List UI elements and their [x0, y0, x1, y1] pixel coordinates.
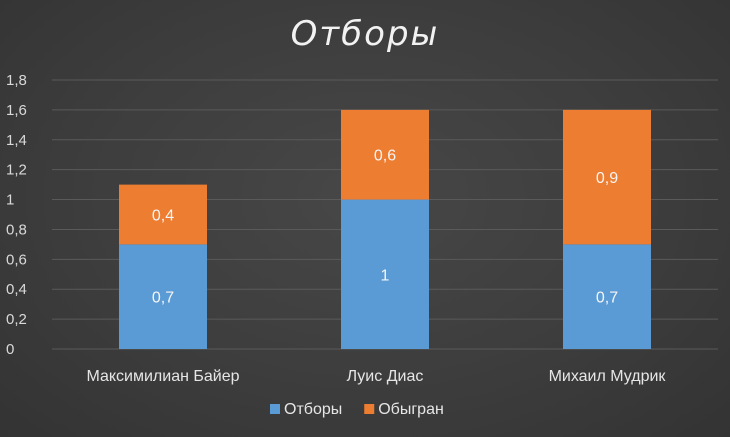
y-tick-label: 1 — [6, 192, 14, 209]
bar — [341, 109, 429, 200]
bar — [119, 184, 207, 245]
bar — [119, 244, 207, 349]
data-label: 0,7 — [596, 290, 618, 307]
bar — [563, 244, 651, 349]
bar — [563, 109, 651, 245]
legend-swatch — [364, 404, 375, 414]
legend-entry: Обыгран — [378, 401, 444, 418]
x-tick-label: Максимилиан Байер — [86, 368, 239, 385]
data-label: 0,7 — [152, 290, 174, 307]
bar — [341, 199, 429, 349]
legend-entry: Отборы — [284, 401, 342, 418]
x-tick-label: Михаил Мудрик — [549, 368, 667, 385]
data-label: 0,9 — [596, 170, 618, 187]
y-tick-label: 1,2 — [6, 162, 27, 179]
y-tick-label: 0,4 — [6, 281, 27, 298]
data-label: 1 — [381, 267, 390, 284]
y-tick-label: 0,2 — [6, 311, 27, 328]
y-tick-label: 1,8 — [6, 72, 27, 89]
y-tick-label: 0,6 — [6, 251, 27, 268]
chart-title: Отборы — [290, 14, 440, 54]
y-tick-label: 0,8 — [6, 221, 27, 238]
x-tick-label: Луис Диас — [347, 368, 424, 385]
y-tick-label: 1,4 — [6, 132, 27, 149]
data-label: 0,4 — [152, 208, 174, 225]
y-tick-label: 1,6 — [6, 102, 27, 119]
legend-swatch — [270, 404, 280, 414]
data-label: 0,6 — [374, 148, 396, 165]
y-tick-label: 0 — [6, 341, 14, 358]
